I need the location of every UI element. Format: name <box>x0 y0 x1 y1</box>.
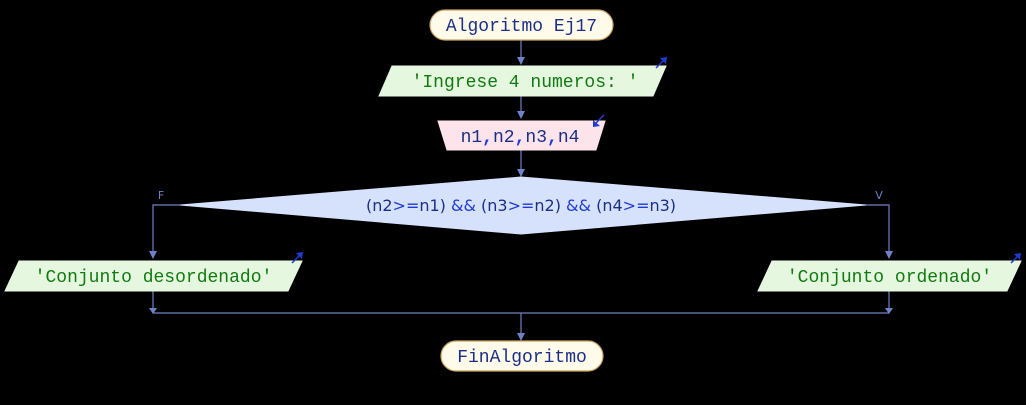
merge-arrow-right <box>885 308 893 314</box>
cond-op-2: >= <box>508 196 535 215</box>
end-terminal-label: FinAlgoritmo <box>457 348 587 368</box>
start-terminal-label: Algoritmo Ej17 <box>446 17 597 37</box>
cond-part-2: n1) <box>419 196 446 215</box>
start-terminal[interactable]: Algoritmo Ej17 <box>429 9 614 41</box>
output-true-node[interactable]: 'Conjunto ordenado' <box>757 253 1022 292</box>
true-branch-label: V <box>875 189 883 202</box>
cond-part-3: (n3 <box>481 196 508 215</box>
cond-part-5: (n4 <box>596 196 623 215</box>
cond-op-1: >= <box>393 196 420 215</box>
output-false-label: 'Conjunto desordenado' <box>35 268 273 288</box>
input-var-4: n4 <box>558 128 580 148</box>
decision-node[interactable]: (n2>=n1) && (n3>=n2) && (n4>=n3) <box>179 176 867 235</box>
input-comma-3: , <box>547 128 558 148</box>
output-prompt-label: 'Ingrese 4 numeros: ' <box>412 73 639 93</box>
input-var-2: n2 <box>493 128 515 148</box>
connector-ticks <box>149 308 893 314</box>
connectors <box>149 40 893 341</box>
cond-part-6: n3) <box>649 196 676 215</box>
decision-condition: (n2>=n1) && (n3>=n2) && (n4>=n3) <box>366 196 676 215</box>
output-false-node[interactable]: 'Conjunto desordenado' <box>4 252 303 292</box>
cond-part-4: n2) <box>534 196 561 215</box>
input-arrow-icon <box>593 114 605 127</box>
output-true-arrow-icon <box>1010 253 1021 264</box>
cond-and-1: && <box>446 196 481 215</box>
output-false-arrow-icon <box>291 252 303 264</box>
output-true-label: 'Conjunto ordenado' <box>787 268 992 288</box>
connector-true-branch <box>866 204 893 259</box>
input-node[interactable]: n1,n2,n3,n4 <box>437 114 606 151</box>
input-comma-2: , <box>515 128 526 148</box>
input-comma-1: , <box>482 128 493 148</box>
merge-arrow-left <box>149 308 157 314</box>
cond-op-3: >= <box>623 196 650 215</box>
end-terminal[interactable]: FinAlgoritmo <box>440 340 604 372</box>
input-var-3: n3 <box>525 128 547 148</box>
connector-false-branch <box>149 204 180 259</box>
false-branch-label: F <box>158 189 164 202</box>
input-var-1: n1 <box>461 128 483 148</box>
cond-and-2: && <box>561 196 596 215</box>
output-prompt-node[interactable]: 'Ingrese 4 numeros: ' <box>378 57 667 97</box>
output-arrow-icon <box>655 57 667 69</box>
input-label: n1,n2,n3,n4 <box>461 128 580 148</box>
cond-part-1: (n2 <box>366 196 393 215</box>
